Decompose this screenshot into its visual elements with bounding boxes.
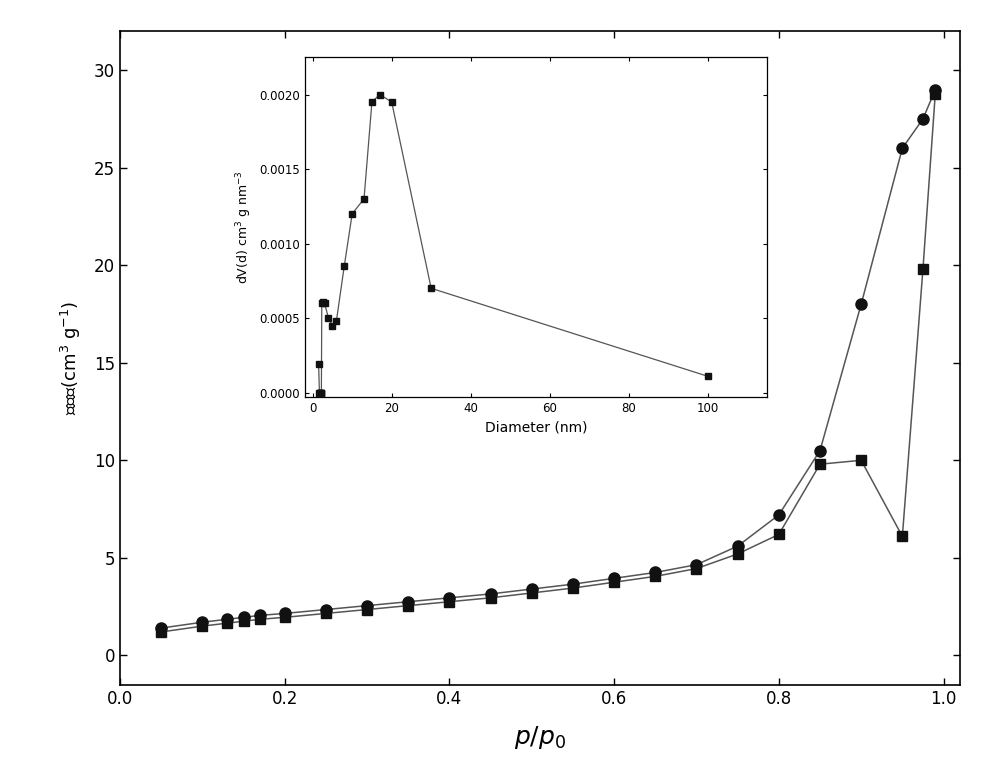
Y-axis label: 孔容积(cm$^3$ g$^{-1}$): 孔容积(cm$^3$ g$^{-1}$)	[59, 300, 83, 415]
X-axis label: $p/p_0$: $p/p_0$	[514, 724, 566, 752]
